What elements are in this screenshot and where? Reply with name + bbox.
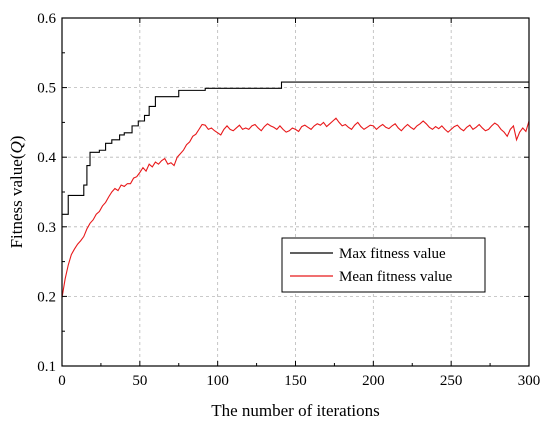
x-tick-label: 250 <box>440 373 463 389</box>
series-lines <box>61 81 530 298</box>
x-tick-label: 200 <box>362 373 385 389</box>
y-axis-label: Fitness value(Q) <box>7 136 26 249</box>
y-tick-label: 0.4 <box>37 150 56 166</box>
x-tick-label: 150 <box>284 373 307 389</box>
legend-label-mean: Mean fitness value <box>339 269 453 285</box>
x-axis-label: The number of iterations <box>211 401 380 420</box>
legend-box <box>281 237 486 293</box>
x-tick-label: 0 <box>58 373 66 389</box>
x-tick-label: 300 <box>518 373 541 389</box>
legend-label-max: Max fitness value <box>339 246 446 262</box>
y-tick-label: 0.6 <box>37 11 56 27</box>
series-line-mean-fitness <box>61 117 530 298</box>
series-line-max-fitness <box>62 81 529 215</box>
axis-ticks: 0 50 100 150 200 250 300 0.1 0.2 0.3 0.4 0.5 0.6 <box>37 11 540 389</box>
x-tick-label: 100 <box>206 373 229 389</box>
y-tick-label: 0.5 <box>37 81 56 97</box>
y-tick-label: 0.2 <box>37 289 56 305</box>
y-tick-label: 0.1 <box>37 359 56 375</box>
x-tick-label: 50 <box>132 373 147 389</box>
y-tick-label: 0.3 <box>37 220 56 236</box>
legend: Max fitness value Mean fitness value <box>281 237 486 293</box>
grid-lines <box>62 18 529 366</box>
